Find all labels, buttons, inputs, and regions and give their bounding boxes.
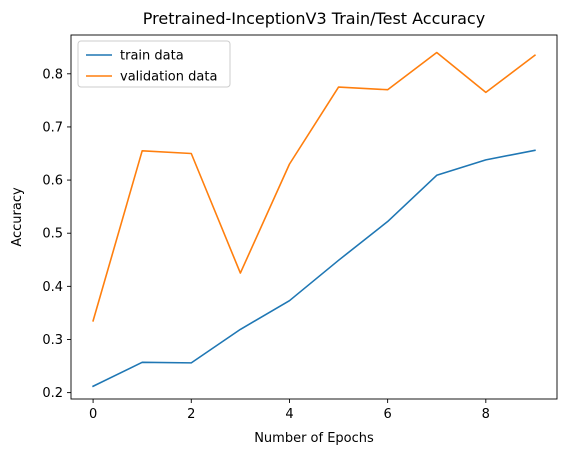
legend-label: train data [120, 49, 184, 64]
legend-label: validation data [120, 70, 217, 85]
y-axis-label: Accuracy [10, 187, 25, 247]
series-layer [92, 51, 537, 388]
x-axis-label: Number of Epochs [254, 431, 374, 446]
x-tick-label: 6 [383, 407, 391, 422]
y-axis-ticks: 0.2 0.3 0.4 0.5 0.6 0.7 0.8 [42, 67, 71, 401]
series-line-validation-data [92, 51, 537, 322]
y-tick-label: 0.2 [42, 386, 63, 401]
x-tick-label: 0 [89, 407, 97, 422]
legend: train data validation data [77, 40, 231, 88]
y-tick-label: 0.7 [42, 120, 63, 135]
x-tick-label: 4 [285, 407, 293, 422]
plot-frame [70, 34, 558, 400]
y-tick-label: 0.3 [42, 333, 63, 348]
y-tick-label: 0.6 [42, 174, 63, 189]
x-axis-ticks: 0 2 4 6 8 [89, 399, 490, 422]
chart-title: Pretrained-InceptionV3 Train/Test Accura… [143, 9, 485, 28]
y-tick-label: 0.8 [42, 67, 63, 82]
legend-box [77, 40, 231, 88]
series-line-train-data [92, 149, 536, 388]
plot-area [70, 34, 558, 400]
y-tick-label: 0.5 [42, 227, 63, 242]
y-tick-label: 0.4 [42, 280, 63, 295]
x-tick-label: 2 [187, 407, 195, 422]
x-tick-label: 8 [482, 407, 490, 422]
